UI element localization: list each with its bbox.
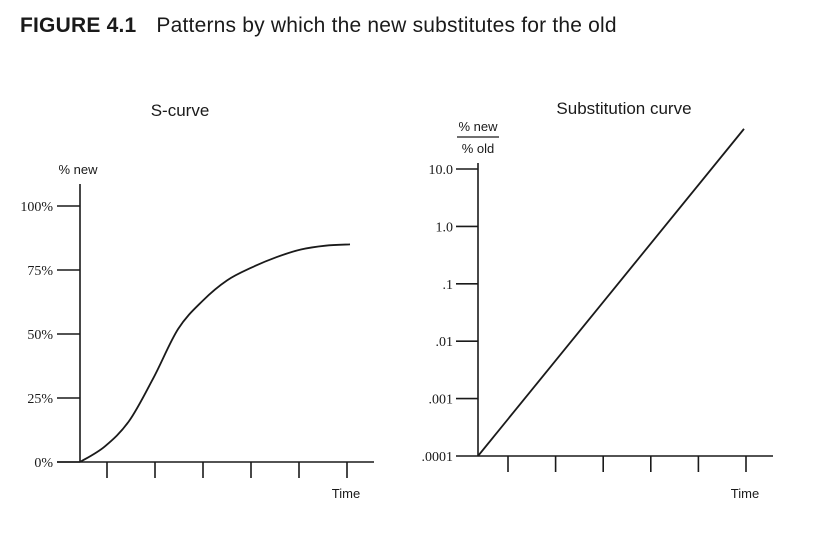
s-curve-chart: S-curve % new 0% 25% 50% 75% 100% Time	[20, 101, 374, 501]
y-tick-label: .1	[443, 278, 454, 293]
substitution-line	[477, 128, 745, 457]
y-tick-label: 0%	[34, 456, 53, 471]
figure-label: FIGURE 4.1	[20, 14, 137, 37]
y-tick-label: .01	[436, 335, 454, 350]
y-tick-label: 25%	[27, 392, 53, 407]
substitution-y-ticks: .0001 .001 .01 .1 1.0 10.0	[422, 163, 478, 465]
figure-header: FIGURE 4.1 Patterns by which the new sub…	[20, 14, 617, 38]
y-tick-label: 100%	[20, 200, 53, 215]
figure-caption: Patterns by which the new substitutes fo…	[156, 14, 617, 37]
substitution-x-ticks	[507, 456, 747, 472]
s-curve-y-ticks: 0% 25% 50% 75% 100%	[20, 200, 80, 471]
s-curve-title: S-curve	[151, 101, 210, 120]
s-curve-x-ticks	[106, 462, 348, 478]
substitution-curve-title: Substitution curve	[556, 99, 691, 118]
s-curve-x-axis-title: Time	[332, 486, 360, 501]
y-tick-label: .0001	[422, 450, 454, 465]
s-curve-y-axis-title: % new	[58, 162, 98, 177]
substitution-y-axis-denominator: % old	[462, 141, 495, 156]
y-tick-label: .001	[429, 393, 454, 408]
y-tick-label: 1.0	[436, 220, 454, 235]
y-tick-label: 75%	[27, 264, 53, 279]
substitution-x-axis-title: Time	[731, 486, 759, 501]
y-tick-label: 50%	[27, 328, 53, 343]
substitution-curve-chart: Substitution curve % new % old .0001 .001…	[422, 99, 773, 501]
substitution-y-axis-numerator: % new	[458, 119, 498, 134]
s-curve-line	[79, 243, 351, 463]
y-tick-label: 10.0	[429, 163, 454, 178]
